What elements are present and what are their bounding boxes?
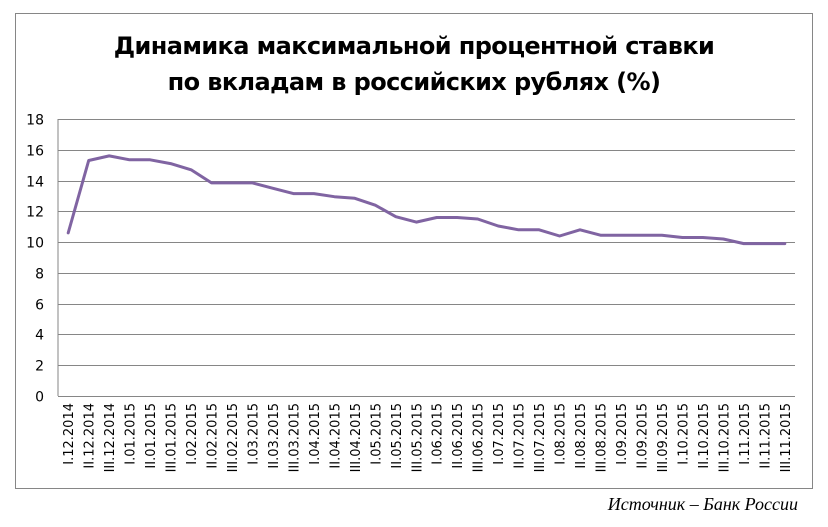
x-tick-label: II.10.2015: [697, 403, 712, 469]
x-tick-label: I.01.2015: [124, 403, 139, 465]
x-tick-label: II.12.2014: [83, 403, 98, 469]
chart-title-line-1: Динамика максимальной процентной ставки: [113, 32, 715, 60]
x-tick-label: II.11.2015: [758, 403, 773, 469]
x-tick-label: I.04.2015: [308, 403, 323, 465]
y-tick-label: 18: [26, 113, 44, 129]
x-tick-label: I.03.2015: [246, 403, 261, 465]
x-tick-label: II.07.2015: [513, 403, 528, 469]
x-tick-label: III.10.2015: [717, 403, 732, 472]
x-tick-label: II.03.2015: [267, 403, 282, 469]
y-tick-label: 8: [35, 267, 44, 283]
x-tick-label: II.06.2015: [451, 403, 466, 469]
x-tick-label: III.01.2015: [165, 403, 180, 472]
x-tick-label: I.11.2015: [738, 403, 753, 465]
x-tick-label: I.06.2015: [431, 403, 446, 465]
x-tick-label: III.09.2015: [656, 403, 671, 472]
x-tick-label: II.04.2015: [328, 403, 343, 469]
x-tick-label: III.07.2015: [533, 403, 548, 472]
y-axis-tick-labels: 0 2 4 6 8 10 12 14 16 18: [26, 113, 44, 406]
x-tick-label: III.02.2015: [226, 403, 241, 472]
x-tick-label: I.12.2014: [62, 403, 77, 465]
chart-title-line-2: по вкладам в российских рублях (%): [167, 68, 661, 96]
x-axis-tick-labels: I.12.2014 II.12.2014 III.12.2014 I.01.2015 I…: [62, 403, 794, 472]
x-tick-label: III.03.2015: [287, 403, 302, 472]
y-tick-label: 16: [26, 144, 44, 160]
x-tick-label: II.09.2015: [635, 403, 650, 469]
data-series-line: [66, 154, 787, 246]
y-tick-label: 6: [35, 298, 44, 314]
gridlines: [57, 119, 795, 397]
source-note: Источник – Банк России: [607, 494, 798, 514]
x-tick-label: I.09.2015: [615, 403, 630, 465]
x-tick-label: III.11.2015: [779, 403, 794, 472]
x-tick-label: III.05.2015: [410, 403, 425, 472]
y-tick-label: 12: [26, 205, 44, 221]
x-tick-label: I.10.2015: [676, 403, 691, 465]
x-tick-label: I.07.2015: [492, 403, 507, 465]
y-tick-label: 4: [35, 328, 44, 344]
x-tick-label: I.02.2015: [185, 403, 200, 465]
x-tick-label: III.04.2015: [349, 403, 364, 472]
y-tick-label: 0: [35, 390, 44, 406]
y-tick-label: 2: [35, 359, 44, 375]
x-tick-label: II.01.2015: [144, 403, 159, 469]
x-tick-label: II.05.2015: [390, 403, 405, 469]
y-tick-label: 10: [26, 236, 44, 252]
x-tick-label: II.02.2015: [206, 403, 221, 469]
x-tick-label: III.08.2015: [595, 403, 610, 472]
x-tick-label: III.12.2014: [103, 403, 118, 472]
chart-title: Динамика максимальной процентной ставки …: [15, 28, 813, 100]
x-tick-label: I.08.2015: [554, 403, 569, 465]
x-tick-label: II.08.2015: [574, 403, 589, 469]
y-tick-label: 14: [26, 175, 44, 191]
x-tick-label: I.05.2015: [369, 403, 384, 465]
x-tick-label: III.06.2015: [472, 403, 487, 472]
chart-frame: [15, 13, 813, 489]
